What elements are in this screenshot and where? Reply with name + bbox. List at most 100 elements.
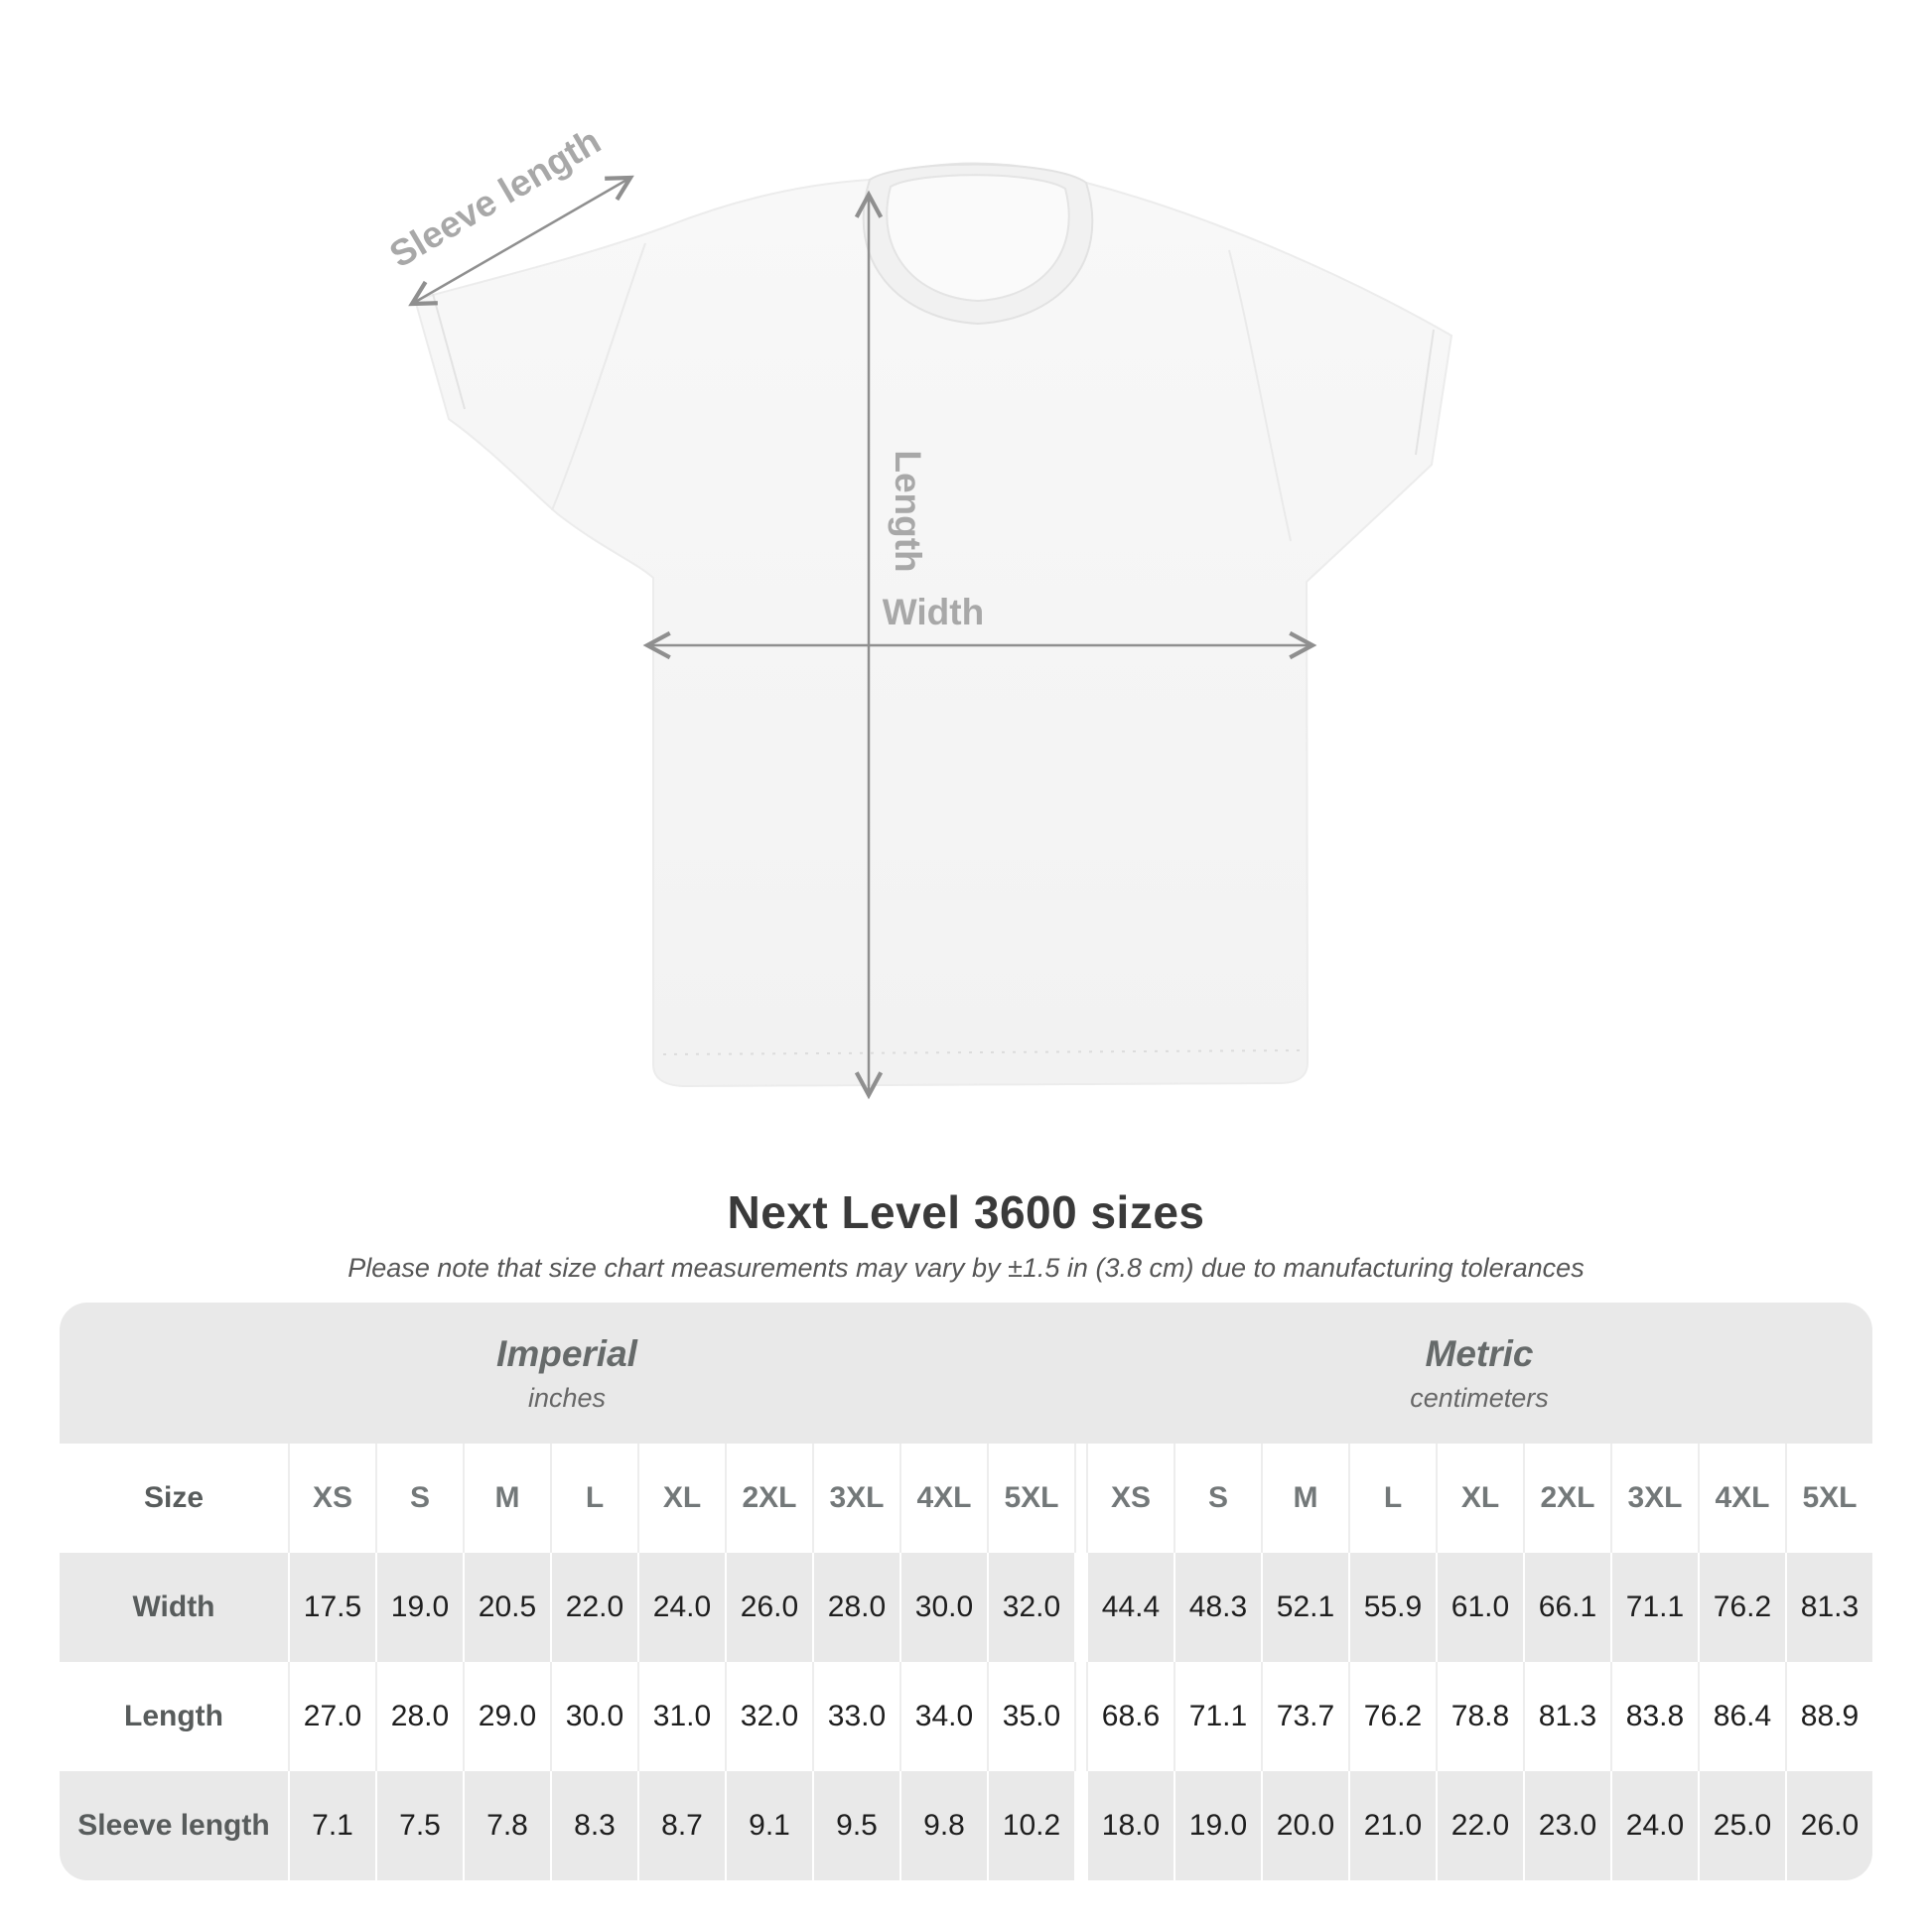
measurement-cell: 20.0 xyxy=(1261,1771,1348,1880)
tolerance-note: Please note that size chart measurements… xyxy=(347,1253,1585,1283)
unit-header-band: Imperial inches Metric centimeters xyxy=(60,1303,1872,1444)
measurement-cell: 34.0 xyxy=(899,1662,987,1771)
measurement-cell: 71.1 xyxy=(1610,1553,1698,1662)
size-column-header: S xyxy=(375,1444,463,1553)
measurement-cell: 30.0 xyxy=(550,1662,637,1771)
size-column-header: 5XL xyxy=(987,1444,1074,1553)
measurement-cell: 29.0 xyxy=(463,1662,550,1771)
measurement-cell: 20.5 xyxy=(463,1553,550,1662)
measurement-cell: 26.0 xyxy=(1785,1771,1872,1880)
measurement-cell: 19.0 xyxy=(1173,1771,1261,1880)
measurement-cell: 76.2 xyxy=(1698,1553,1785,1662)
size-column-header: 2XL xyxy=(1523,1444,1610,1553)
measurement-cell: 18.0 xyxy=(1086,1771,1173,1880)
size-column-header: M xyxy=(1261,1444,1348,1553)
measurement-cell: 31.0 xyxy=(637,1662,725,1771)
measurement-cell: 22.0 xyxy=(550,1553,637,1662)
measurement-cell: 9.8 xyxy=(899,1771,987,1880)
measurement-cell: 28.0 xyxy=(375,1662,463,1771)
sleeve-length-arrow xyxy=(408,175,634,307)
measurement-cell: 44.4 xyxy=(1086,1553,1173,1662)
measurement-cell: 76.2 xyxy=(1348,1662,1436,1771)
measurement-cell: 30.0 xyxy=(899,1553,987,1662)
size-column-header: 5XL xyxy=(1785,1444,1872,1553)
size-header-row: Size XS S M L XL 2XL 3XL 4XL 5XL XS S M L XL 2XL 3XL 4XL 5… xyxy=(60,1444,1872,1553)
measurement-cell: 71.1 xyxy=(1173,1662,1261,1771)
size-column-header: S xyxy=(1173,1444,1261,1553)
column-gap xyxy=(1074,1771,1086,1880)
measurement-cell: 81.3 xyxy=(1523,1662,1610,1771)
measurement-cell: 19.0 xyxy=(375,1553,463,1662)
measurement-cell: 9.1 xyxy=(725,1771,812,1880)
imperial-label: Imperial xyxy=(496,1332,637,1374)
measurement-cell: 8.7 xyxy=(637,1771,725,1880)
measurement-cell: 7.5 xyxy=(375,1771,463,1880)
width-label: Width xyxy=(883,592,984,632)
size-column-header: 4XL xyxy=(899,1444,987,1553)
measurement-row: Width 17.5 19.0 20.5 22.0 24.0 26.0 28.0 30.0 32.… xyxy=(60,1553,1872,1662)
size-column-header: 4XL xyxy=(1698,1444,1785,1553)
measurement-cell: 35.0 xyxy=(987,1662,1074,1771)
measurement-cell: 48.3 xyxy=(1173,1553,1261,1662)
metric-unit-label: centimeters xyxy=(1410,1382,1549,1413)
row-label: Length xyxy=(60,1662,288,1771)
size-column-header: L xyxy=(1348,1444,1436,1553)
size-table-body: Size XS S M L XL 2XL 3XL 4XL 5XL XS S M L XL 2XL 3XL 4XL 5… xyxy=(60,1444,1872,1880)
measurement-cell: 24.0 xyxy=(637,1553,725,1662)
measurement-cell: 24.0 xyxy=(1610,1771,1698,1880)
size-column-header: 3XL xyxy=(812,1444,899,1553)
row-label: Sleeve length xyxy=(60,1771,288,1880)
measurement-cell: 88.9 xyxy=(1785,1662,1872,1771)
measurement-cell: 7.1 xyxy=(288,1771,375,1880)
imperial-unit-label: inches xyxy=(527,1382,607,1413)
measurement-row: Sleeve length 7.1 7.5 7.8 8.3 8.7 9.1 9.5 9.8 10.… xyxy=(60,1771,1872,1880)
measurement-cell: 26.0 xyxy=(725,1553,812,1662)
measurement-cell: 28.0 xyxy=(812,1553,899,1662)
measurement-row: Length 27.0 28.0 29.0 30.0 31.0 32.0 33.0 34.0 35… xyxy=(60,1662,1872,1771)
imperial-group-header: Imperial inches xyxy=(60,1303,1074,1444)
measurement-cell: 32.0 xyxy=(987,1553,1074,1662)
measurement-cell: 23.0 xyxy=(1523,1771,1610,1880)
size-column-header: XS xyxy=(1086,1444,1173,1553)
measurement-cell: 10.2 xyxy=(987,1771,1074,1880)
measurement-cell: 55.9 xyxy=(1348,1553,1436,1662)
measurement-cell: 17.5 xyxy=(288,1553,375,1662)
measurement-cell: 73.7 xyxy=(1261,1662,1348,1771)
size-table: Imperial inches Metric centimeters Size X… xyxy=(60,1303,1872,1880)
column-gap xyxy=(1074,1553,1086,1662)
metric-group-header: Metric centimeters xyxy=(1086,1303,1872,1444)
measurement-cell: 78.8 xyxy=(1436,1662,1523,1771)
measurement-cell: 32.0 xyxy=(725,1662,812,1771)
page-title: Next Level 3600 sizes xyxy=(727,1186,1205,1238)
measurement-cell: 83.8 xyxy=(1610,1662,1698,1771)
sleeve-length-label: Sleeve length xyxy=(382,120,607,275)
size-column-header: 3XL xyxy=(1610,1444,1698,1553)
measurement-cell: 68.6 xyxy=(1086,1662,1173,1771)
measurement-cell: 7.8 xyxy=(463,1771,550,1880)
size-column-header: XL xyxy=(1436,1444,1523,1553)
measurement-cell: 61.0 xyxy=(1436,1553,1523,1662)
tshirt-silhouette xyxy=(413,162,1453,1088)
measurement-cell: 8.3 xyxy=(550,1771,637,1880)
measurement-cell: 33.0 xyxy=(812,1662,899,1771)
size-column-header: 2XL xyxy=(725,1444,812,1553)
tshirt-measurement-diagram: Sleeve length Length Width xyxy=(382,120,1453,1100)
measurement-cell: 86.4 xyxy=(1698,1662,1785,1771)
measurement-cell: 21.0 xyxy=(1348,1771,1436,1880)
row-label: Width xyxy=(60,1553,288,1662)
size-column-header: XS xyxy=(288,1444,375,1553)
measurement-arrows xyxy=(408,175,1317,1100)
measurement-cell: 25.0 xyxy=(1698,1771,1785,1880)
metric-label: Metric xyxy=(1425,1332,1534,1374)
measurement-cell: 66.1 xyxy=(1523,1553,1610,1662)
size-column-header: XL xyxy=(637,1444,725,1553)
measurement-cell: 22.0 xyxy=(1436,1771,1523,1880)
size-column-header: M xyxy=(463,1444,550,1553)
size-column-header: L xyxy=(550,1444,637,1553)
column-gap xyxy=(1074,1444,1086,1553)
measurement-cell: 27.0 xyxy=(288,1662,375,1771)
measurement-cell: 52.1 xyxy=(1261,1553,1348,1662)
size-corner-label: Size xyxy=(60,1444,288,1553)
measurement-cell: 9.5 xyxy=(812,1771,899,1880)
